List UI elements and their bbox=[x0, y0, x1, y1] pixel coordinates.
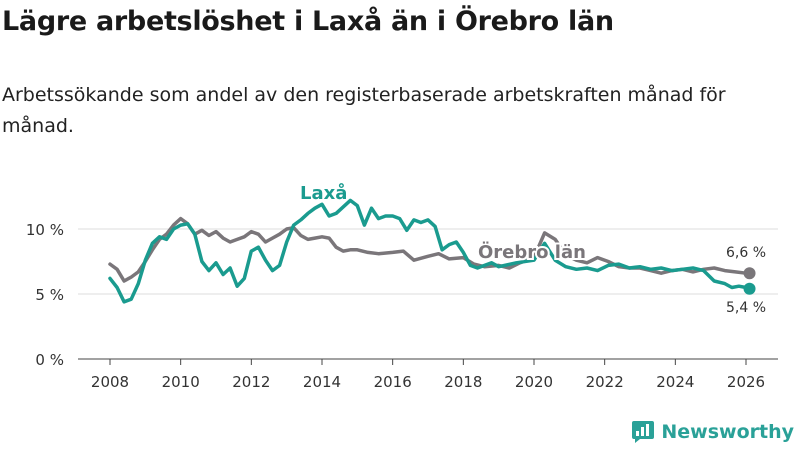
x-tick-label: 2016 bbox=[374, 373, 412, 391]
series-label-laxa: Laxå bbox=[300, 182, 347, 204]
newsworthy-logo-icon bbox=[632, 421, 655, 443]
chart-subtitle: Arbetssökande som andel av den registerb… bbox=[2, 84, 726, 137]
end-label-laxa: 5,4 % bbox=[726, 300, 766, 316]
x-tick-label: 2010 bbox=[162, 373, 200, 391]
x-tick-label: 2014 bbox=[303, 373, 341, 391]
x-tick-label: 2008 bbox=[91, 373, 129, 391]
series-line-laxa bbox=[108, 198, 752, 304]
series-lines bbox=[108, 198, 756, 304]
x-tick-label: 2022 bbox=[586, 373, 624, 391]
series-labels: Laxå Örebro län 6,6 % 5,4 % bbox=[300, 182, 766, 316]
line-chart: 0 %5 %10 % 2008 2010 2012 2014 2016 2018 2020 2… bbox=[26, 182, 778, 391]
x-tick-label: 2024 bbox=[656, 373, 694, 391]
y-axis-ticks: 0 % 5 % 10 % bbox=[26, 221, 64, 369]
y-tick-label: 10 % bbox=[26, 221, 64, 239]
end-point-orebro bbox=[743, 267, 756, 280]
series-line-orebro bbox=[108, 216, 752, 283]
gridlines bbox=[78, 228, 778, 360]
brand-name: Newsworthy bbox=[661, 421, 794, 443]
x-tick-label: 2020 bbox=[515, 373, 553, 391]
x-axis: 2008 2010 2012 2014 2016 2018 2020 2022 2024 2026 bbox=[91, 359, 765, 391]
end-point-laxa bbox=[743, 282, 756, 295]
series-label-orebro: Örebro län bbox=[478, 241, 586, 263]
newsworthy-brand[interactable]: Newsworthy bbox=[631, 420, 794, 444]
x-tick-label: 2018 bbox=[444, 373, 482, 391]
chart-title: Lägre arbetslöshet i Laxå än i Örebro lä… bbox=[2, 6, 614, 37]
y-tick-label: 5 % bbox=[35, 286, 64, 304]
y-tick-label: 0 % bbox=[35, 351, 64, 369]
end-label-orebro: 6,6 % bbox=[726, 245, 766, 261]
x-tick-label: 2026 bbox=[727, 373, 765, 391]
x-tick-label: 2012 bbox=[232, 373, 270, 391]
